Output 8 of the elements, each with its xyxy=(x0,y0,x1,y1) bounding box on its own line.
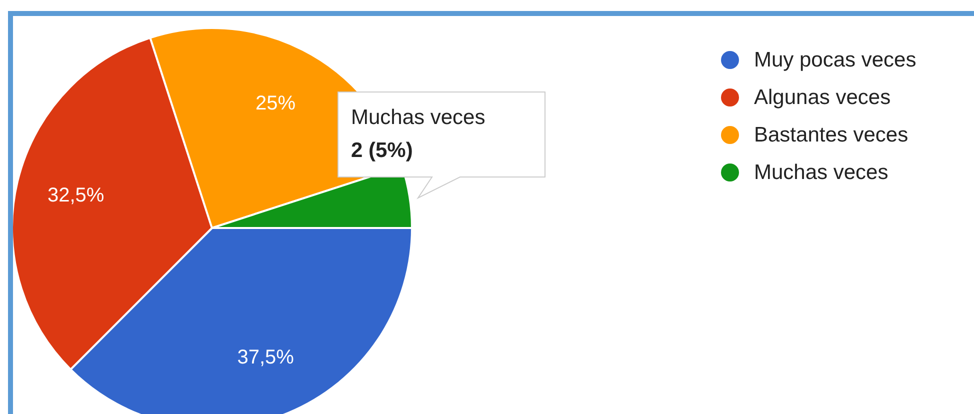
legend-label: Muchas veces xyxy=(754,161,888,184)
text: Muchas veces 2 (5%) xyxy=(351,106,486,162)
legend-label: Bastantes veces xyxy=(754,124,908,146)
legend-label: Algunas veces xyxy=(754,86,891,109)
legend-label: Muy pocas veces xyxy=(754,48,916,72)
data-label: 37,5% xyxy=(237,346,294,368)
data-label: 25% xyxy=(256,92,296,114)
data-label: 32,5% xyxy=(48,184,104,206)
